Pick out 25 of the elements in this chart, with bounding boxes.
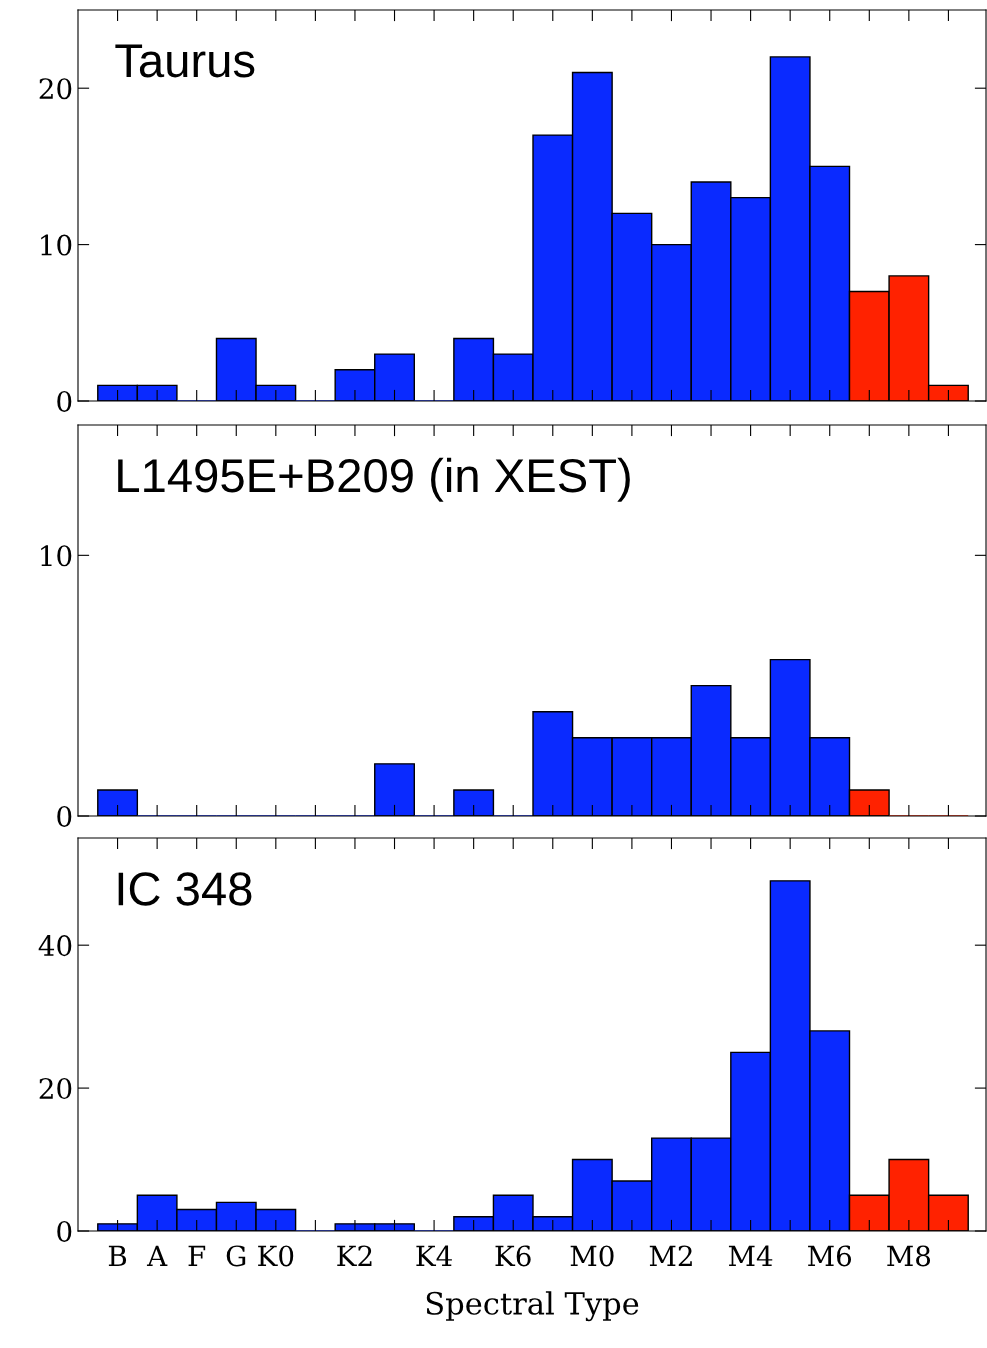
text: L1495E+B209 (in XEST) [118, 457, 630, 502]
x-tick-label: K6 [495, 1245, 531, 1267]
y-tick-label: 0 [57, 1220, 72, 1242]
x-tick-label: M4 [728, 1245, 773, 1266]
y-tick-label: 0 [57, 390, 72, 412]
x-tick-label: K0 [258, 1245, 294, 1267]
y-tick-label: 10 [41, 234, 72, 256]
x-tick-label: A [146, 1245, 168, 1266]
x-tick-label: K2 [337, 1245, 372, 1266]
x-tick-label: K4 [416, 1245, 452, 1266]
x-tick-label: G [226, 1245, 246, 1267]
x-tick-label: M0 [570, 1245, 614, 1267]
x-tick-label: M6 [808, 1245, 852, 1267]
text: Taurus [115, 44, 255, 78]
y-tick-label: 10 [41, 545, 72, 567]
x-tick-label: M8 [887, 1245, 931, 1267]
y-tick-label: 0 [57, 805, 72, 827]
y-tick-label: 20 [39, 78, 72, 100]
text: IC 348 [118, 872, 252, 906]
y-tick-label: 40 [38, 935, 72, 957]
x-tick-label: F [188, 1245, 206, 1266]
x-tick-label: B [108, 1245, 127, 1266]
x-axis-title: Spectral Type [426, 1291, 639, 1322]
y-tick-label: 20 [39, 1078, 72, 1100]
x-tick-label: M2 [649, 1245, 692, 1266]
